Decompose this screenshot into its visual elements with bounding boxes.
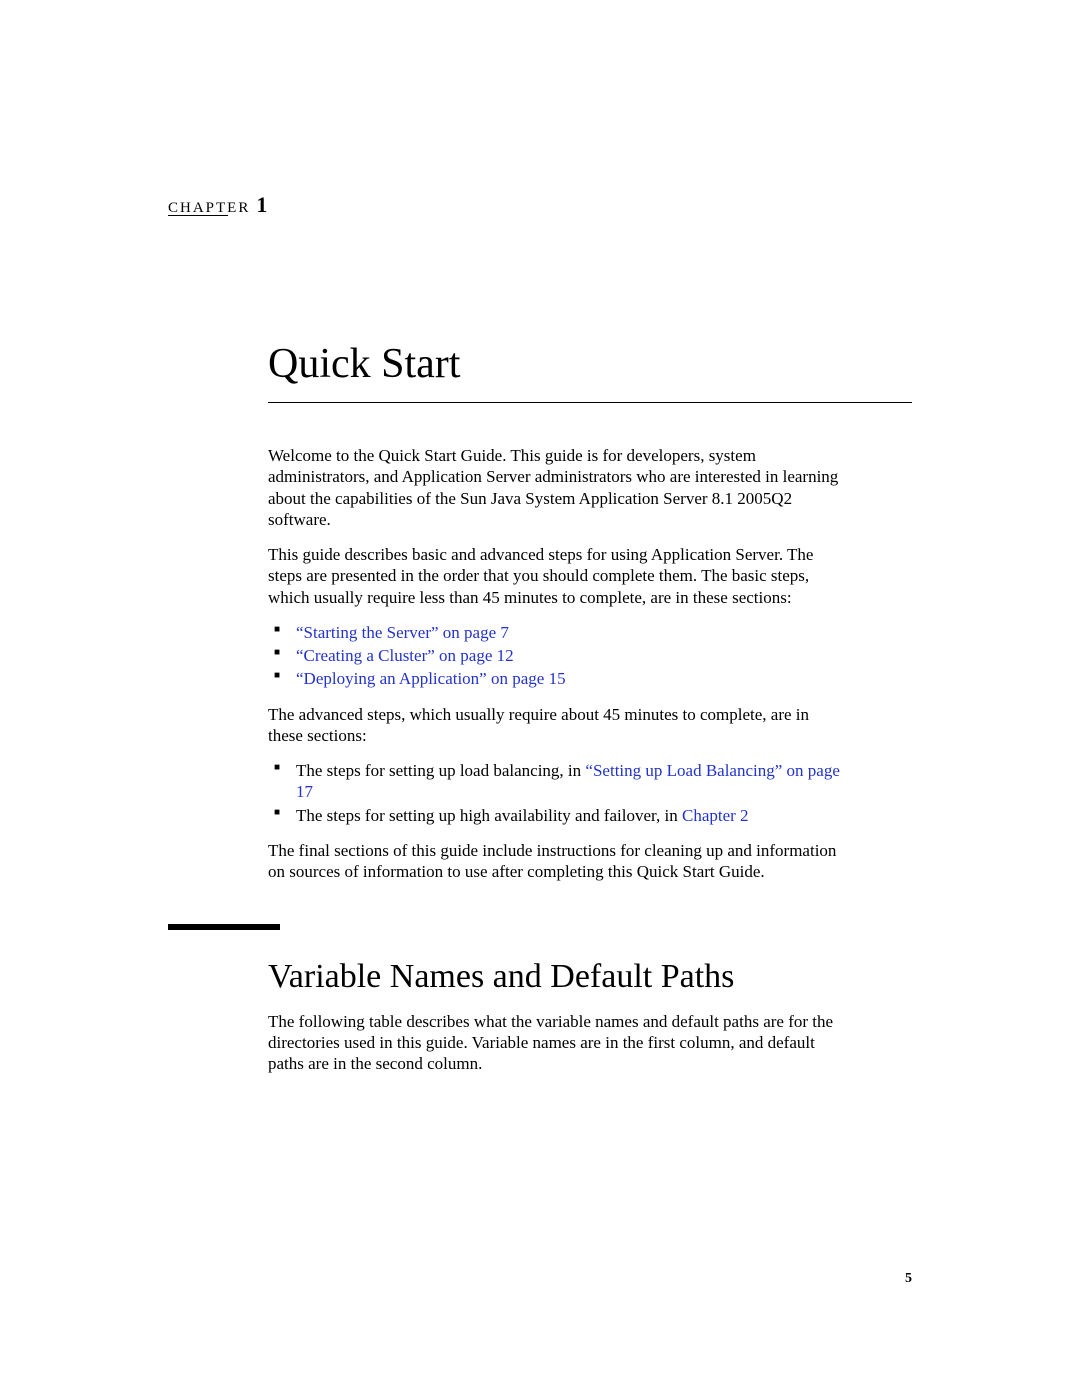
- chapter-number: 1: [256, 192, 267, 217]
- closing-paragraph: The final sections of this guide include…: [268, 840, 846, 883]
- intro-paragraph-2: This guide describes basic and advanced …: [268, 544, 846, 608]
- title-block: Quick Start: [268, 340, 912, 403]
- intro-paragraph-1: Welcome to the Quick Start Guide. This g…: [268, 445, 846, 530]
- list-item: The steps for setting up load balancing,…: [268, 760, 846, 803]
- body-content: Welcome to the Quick Start Guide. This g…: [268, 445, 846, 1089]
- page: CHAPTER 1 Quick Start Welcome to the Quic…: [0, 0, 1080, 1397]
- advanced-item-text: The steps for setting up high availabili…: [296, 806, 682, 825]
- chapter-underline: [168, 215, 228, 216]
- advanced-intro: The advanced steps, which usually requir…: [268, 704, 846, 747]
- basic-steps-list: “Starting the Server” on page 7 “Creatin…: [268, 622, 846, 690]
- link-deploying-application[interactable]: “Deploying an Application” on page 15: [296, 669, 566, 688]
- page-number: 5: [905, 1271, 912, 1287]
- advanced-item-text: The steps for setting up load balancing,…: [296, 761, 585, 780]
- section-bar: [168, 924, 280, 930]
- list-item: “Starting the Server” on page 7: [268, 622, 846, 643]
- page-title: Quick Start: [268, 340, 912, 388]
- link-creating-cluster[interactable]: “Creating a Cluster” on page 12: [296, 646, 514, 665]
- chapter-word: CHAPTER: [168, 200, 250, 216]
- list-item: “Creating a Cluster” on page 12: [268, 645, 846, 666]
- link-chapter-2[interactable]: Chapter 2: [682, 806, 749, 825]
- section-heading: Variable Names and Default Paths: [268, 956, 846, 999]
- section2-paragraph: The following table describes what the v…: [268, 1011, 846, 1075]
- title-rule: [268, 402, 912, 403]
- list-item: “Deploying an Application” on page 15: [268, 668, 846, 689]
- link-starting-server[interactable]: “Starting the Server” on page 7: [296, 623, 509, 642]
- list-item: The steps for setting up high availabili…: [268, 805, 846, 826]
- advanced-steps-list: The steps for setting up load balancing,…: [268, 760, 846, 826]
- spacer: [268, 896, 846, 956]
